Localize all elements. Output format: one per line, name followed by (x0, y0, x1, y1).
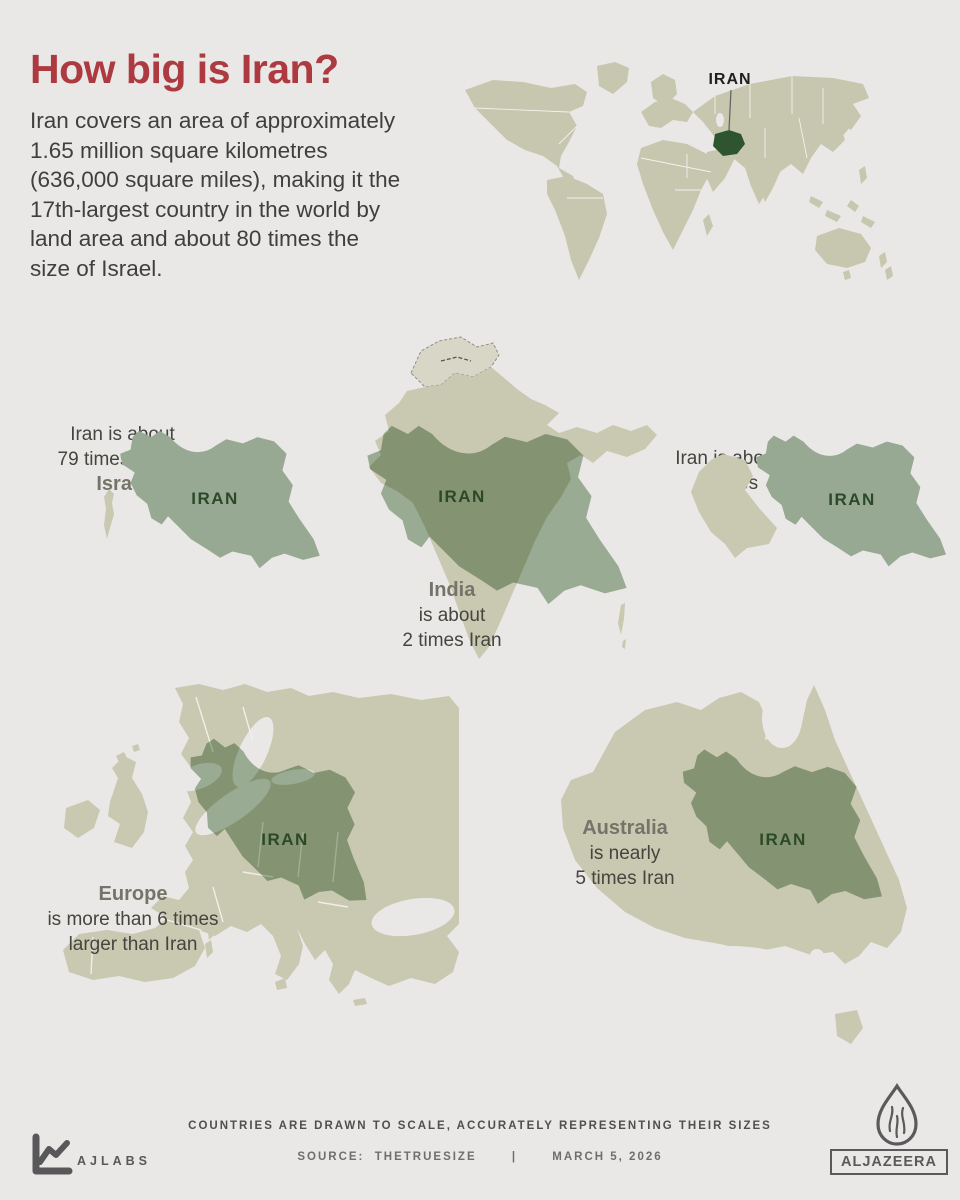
page-title: How big is Iran? (30, 46, 339, 92)
intro-line: land area and about 80 times the (30, 226, 359, 251)
world-country-borders (474, 76, 824, 199)
footer-date: MARCH 5, 2026 (552, 1151, 663, 1163)
footer-disclaimer: COUNTRIES ARE DRAWN TO SCALE, ACCURATELY… (188, 1120, 772, 1132)
indonesia-shapes (809, 196, 875, 228)
aljazeera-wordmark: ALJAZEERA (829, 1149, 948, 1175)
country-name-europe: Europe (98, 883, 168, 905)
israel-shape (104, 489, 114, 539)
intro-line: 1.65 million square kilometres (30, 137, 328, 163)
japan-shape (835, 114, 851, 138)
caspian-sea (716, 113, 724, 127)
greenland-shape (597, 62, 629, 94)
philippines-shape (859, 166, 867, 184)
ajlabs-logo: AJLABS (27, 1130, 247, 1180)
source-separator: | (511, 1151, 518, 1163)
great-britain-shape (108, 756, 148, 848)
scandinavia-shape (651, 74, 677, 106)
ajlabs-chart-icon (32, 1133, 73, 1175)
caption-line: larger than Iran (68, 934, 198, 955)
source-value: THETRUESIZE (374, 1151, 477, 1163)
world-map-leader-line (728, 89, 732, 131)
india-shape-small (757, 156, 781, 202)
caption-line: is nearly (589, 843, 661, 864)
intro-line: 17th-largest country in the world by (30, 196, 381, 222)
north-america-shape (465, 80, 587, 186)
iran-label-australia-comp: IRAN (759, 830, 807, 849)
andaman-islands (618, 603, 626, 649)
country-name-india: India (428, 579, 476, 601)
tasmania-shape (835, 1010, 863, 1044)
iran-label-iraq-comp: IRAN (828, 490, 876, 509)
iran-label-india-comp: IRAN (438, 487, 486, 506)
kashmir-line (440, 356, 472, 362)
world-map-iran-highlight (713, 130, 745, 156)
caption-line: 2 times Iran (402, 630, 502, 651)
aljazeera-mark-icon (876, 1083, 918, 1146)
iran-label-europe-comp: IRAN (261, 830, 309, 849)
source-label: SOURCE: (297, 1151, 365, 1163)
south-america-shape (547, 176, 607, 280)
intro-line: size of Israel. (30, 255, 163, 281)
australia-shape-small (815, 228, 871, 268)
footer-source: SOURCE: THETRUESIZE | MARCH 5, 2026 (0, 1151, 960, 1163)
black-sea (371, 897, 455, 937)
iran-label-israel-comp: IRAN (191, 489, 239, 508)
caption-europe: Europe is more than 6 times larger than … (33, 882, 233, 957)
intro-line: Iran covers an area of approximately (30, 108, 396, 133)
caption-line: is about (418, 605, 486, 626)
world-map: IRAN (465, 62, 893, 280)
madagascar-shape (703, 214, 713, 236)
spencer-gulf (810, 949, 824, 963)
caption-line: 5 times Iran (575, 868, 675, 889)
world-map-iran-label: IRAN (708, 71, 751, 88)
europe-shape (641, 98, 693, 128)
country-name-australia: Australia (582, 817, 668, 839)
caption-india: India is about 2 times Iran (352, 578, 552, 653)
caption-line: is more than 6 times (47, 909, 219, 930)
tasmania-nz-shapes (843, 252, 893, 280)
iraq-shape (691, 454, 777, 558)
ajlabs-label: AJLABS (77, 1154, 152, 1168)
caption-australia: Australia is nearly 5 times Iran (530, 816, 720, 891)
africa-shape (637, 140, 711, 250)
great-australian-bight (650, 946, 810, 1010)
intro-text: Iran covers an area of approximately 1.6… (30, 106, 400, 283)
arabia-shape (705, 148, 735, 192)
ireland-shape (64, 800, 100, 838)
north-isles-shapes (116, 744, 140, 764)
intro-line: (636,000 square miles), making it the (30, 167, 401, 192)
gulf-of-carpentaria (762, 688, 802, 748)
asia-shape (693, 76, 869, 204)
